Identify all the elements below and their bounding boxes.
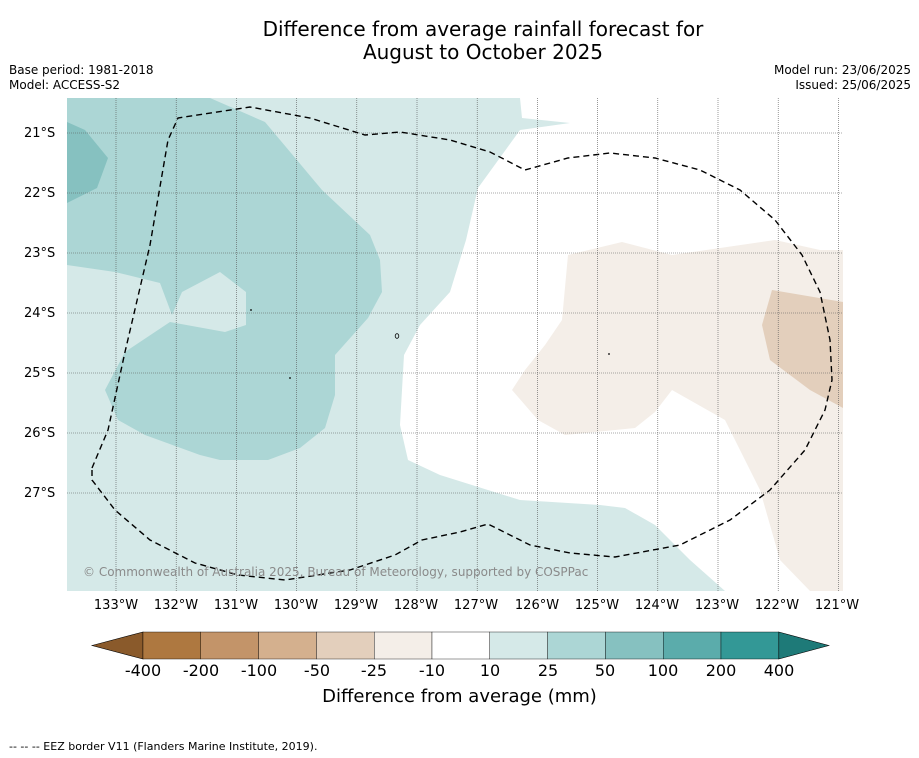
island-markers (250, 309, 610, 379)
title-line-2: August to October 2025 (362, 40, 604, 64)
colorbar-bin (374, 631, 433, 660)
colorbar-bin (258, 631, 317, 660)
title-line-1: Difference from average rainfall forecas… (262, 17, 704, 41)
lon-label-132w: 132°W (153, 598, 199, 613)
map-gridlines (67, 98, 843, 591)
colorbar-bin (200, 631, 259, 660)
lon-label-133w: 133°W (93, 598, 139, 613)
lon-label-131w: 131°W (213, 598, 259, 613)
issued-text: Issued: 25/06/2025 (795, 78, 911, 92)
contour-neg10-neg25 (512, 240, 843, 591)
lon-label-129w: 129°W (333, 598, 379, 613)
meta-right: Model run: 23/06/2025 Issued: 25/06/2025 (774, 63, 911, 93)
contour-50-100 (67, 122, 108, 203)
colorbar-tick-label: -100 (240, 661, 278, 680)
colorbar-bin (431, 631, 490, 660)
contour-neg25-neg50 (762, 290, 843, 408)
island-marker (289, 377, 291, 379)
colorbar-bin (489, 631, 548, 660)
chart-title: Difference from average rainfall forecas… (0, 18, 919, 64)
lon-label-130w: 130°W (273, 598, 319, 613)
colorbar-bin (316, 631, 375, 660)
colorbar-extend-high (778, 631, 830, 660)
colorbar-bin (142, 631, 201, 660)
lon-label-125w: 125°W (574, 598, 620, 613)
model-run-text: Model run: 23/06/2025 (773, 63, 911, 77)
lat-label-21s: 21°S (24, 126, 56, 141)
lon-label-122w: 122°W (754, 598, 800, 613)
lat-label-23s: 23°S (24, 246, 56, 261)
colorbar-tick-label: -200 (182, 661, 220, 680)
colorbar-axis-label: Difference from average (mm) (322, 686, 597, 707)
colorbar-tick-label: -25 (360, 661, 388, 680)
colorbar-tick-label: 25 (537, 661, 559, 680)
map-contours (67, 98, 843, 591)
colorbar-bin (720, 631, 779, 660)
colorbar-bin (605, 631, 664, 660)
island-marker (394, 333, 400, 339)
lon-label-126w: 126°W (514, 598, 560, 613)
colorbar-tick-label: -10 (418, 661, 446, 680)
colorbar-bin (663, 631, 722, 660)
colorbar-tick-label: 400 (763, 661, 795, 680)
contour-10-25-lower (67, 490, 220, 591)
colorbar-extend-low (90, 631, 144, 660)
model-text: Model: ACCESS-S2 (9, 78, 121, 92)
lon-label-123w: 123°W (694, 598, 740, 613)
lon-label-121w: 121°W (814, 598, 860, 613)
lat-label-26s: 26°S (24, 426, 56, 441)
lat-label-22s: 22°S (24, 186, 56, 201)
island-marker (608, 353, 610, 355)
lat-label-25s: 25°S (24, 366, 56, 381)
lat-label-24s: 24°S (24, 306, 56, 321)
lat-label-27s: 27°S (24, 486, 56, 501)
copyright-text: © Commonwealth of Australia 2025, Bureau… (83, 565, 589, 579)
colorbar-bin (547, 631, 606, 660)
eez-border-line (91, 106, 833, 581)
base-period-text: Base period: 1981-2018 (9, 63, 154, 77)
lon-label-127w: 127°W (453, 598, 499, 613)
meta-left: Base period: 1981-2018 Model: ACCESS-S2 (9, 63, 154, 93)
lon-label-128w: 128°W (393, 598, 439, 613)
colorbar-tick-label: 50 (594, 661, 616, 680)
island-marker (250, 309, 252, 311)
lon-label-124w: 124°W (634, 598, 680, 613)
contour-25-50 (67, 98, 382, 460)
colorbar-tick-label: 100 (647, 661, 679, 680)
colorbar-tick-label: 10 (479, 661, 501, 680)
colorbar-tick-label: 200 (705, 661, 737, 680)
eez-footnote: -- -- -- EEZ border V11 (Flanders Marine… (9, 740, 318, 753)
colorbar-tick-label: -50 (303, 661, 331, 680)
colorbar-tick-label: -400 (124, 661, 162, 680)
